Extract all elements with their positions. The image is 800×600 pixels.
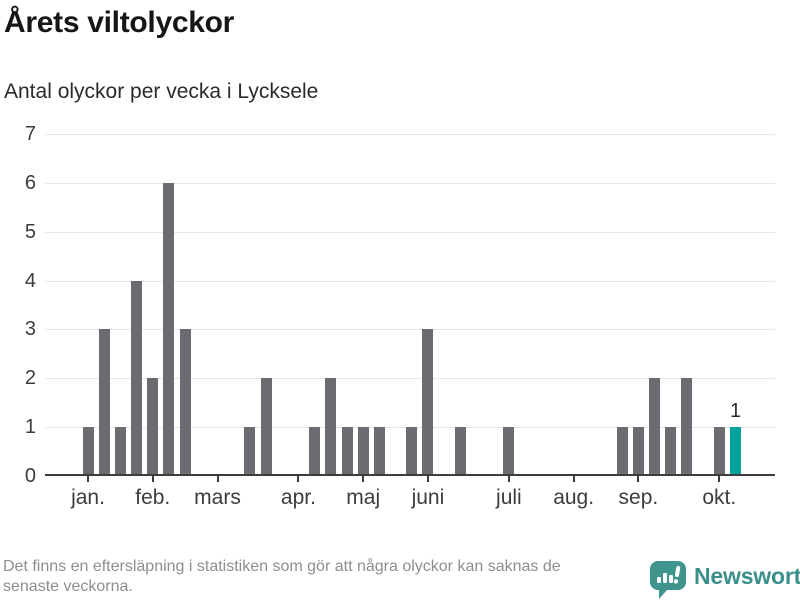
x-axis-label: juli — [496, 486, 522, 509]
bar — [649, 378, 661, 476]
x-axis-label: apr. — [280, 486, 316, 509]
bar — [406, 427, 418, 476]
newsworthy-logo-icon — [650, 561, 686, 599]
y-axis-label: 4 — [24, 269, 36, 292]
x-axis-tick — [718, 476, 721, 482]
bar — [503, 427, 515, 476]
x-axis-label: sep. — [618, 486, 659, 509]
x-axis-label: feb. — [135, 486, 171, 509]
x-axis-tick — [572, 476, 575, 482]
y-axis-label: 1 — [24, 416, 36, 439]
y-axis-label: 3 — [24, 318, 36, 341]
bar — [309, 427, 321, 476]
y-axis-label: 2 — [24, 367, 36, 390]
bar — [163, 182, 175, 476]
y-axis-label: 5 — [24, 220, 36, 243]
chart-title: Årets viltolyckor — [4, 6, 234, 39]
bar — [373, 427, 385, 476]
gridline-y3 — [45, 329, 775, 331]
bar — [147, 378, 159, 476]
x-axis-line — [45, 474, 775, 476]
y-axis-label: 6 — [24, 171, 36, 194]
bar — [325, 378, 337, 476]
footnote-line: senaste veckorna. — [3, 578, 133, 595]
x-axis-tick — [362, 476, 365, 482]
bar — [260, 378, 272, 476]
footnote: Det finns en eftersläpning i statistiken… — [3, 557, 643, 597]
x-axis-label: aug. — [553, 486, 595, 509]
bar — [454, 427, 466, 476]
newsworthy-wordmark: Newsworthy — [694, 563, 800, 589]
x-axis-tick — [216, 476, 219, 482]
value-label: 1 — [729, 400, 742, 423]
gridline-y4 — [45, 280, 775, 282]
bar — [244, 427, 256, 476]
bar — [422, 329, 434, 476]
bar — [82, 427, 94, 476]
x-axis-label: mars — [194, 486, 241, 509]
x-axis-label: okt. — [702, 486, 737, 509]
bar — [357, 427, 369, 476]
bar — [713, 427, 725, 476]
x-axis-label: juni — [411, 486, 445, 509]
y-axis-label: 0 — [24, 465, 36, 487]
chart-subtitle: Antal olyckor per vecka i Lycksele — [4, 80, 319, 103]
bar — [179, 329, 191, 476]
y-axis-label: 7 — [24, 123, 36, 145]
bar — [98, 329, 110, 476]
bar — [341, 427, 353, 476]
bar — [665, 427, 677, 476]
x-axis-tick — [426, 476, 429, 482]
bar-chart-plot: jan. feb. mars apr. maj juni juli aug. sep. okt. 1 — [45, 134, 775, 509]
gridline-y7 — [45, 134, 775, 135]
bar — [632, 427, 644, 476]
x-axis-label: maj — [346, 486, 381, 509]
footnote-line: Det finns en eftersläpning i statistiken… — [3, 558, 561, 575]
bar-highlighted — [730, 427, 741, 476]
x-axis-label: jan. — [71, 486, 105, 509]
gridline-y6 — [45, 182, 775, 184]
x-axis-tick — [151, 476, 154, 482]
bar — [114, 427, 126, 476]
gridline-y5 — [45, 231, 775, 233]
x-axis-tick — [637, 476, 640, 482]
gridline-y2 — [45, 378, 775, 380]
newsworthy-logo[interactable]: Newsworthy — [650, 561, 800, 599]
bar — [616, 427, 628, 476]
bar — [131, 280, 143, 476]
bar — [681, 378, 693, 476]
x-axis-tick — [87, 476, 89, 482]
x-axis-tick — [297, 476, 300, 482]
x-axis-tick — [507, 476, 510, 482]
